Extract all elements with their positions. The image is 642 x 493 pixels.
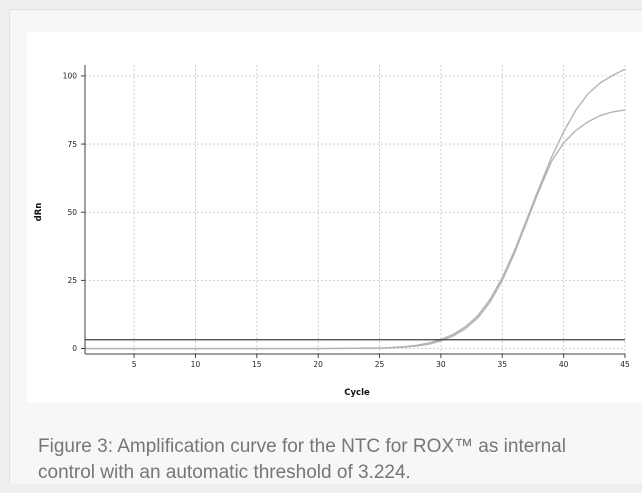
tick-labels: 5 10 15 20 25 30 35 40 45 0 25 50 75 100 xyxy=(63,72,630,369)
x-tick-label: 10 xyxy=(191,360,201,369)
axes xyxy=(81,65,626,358)
grid xyxy=(85,65,626,354)
y-tick-label: 25 xyxy=(67,276,77,285)
x-tick-label: 30 xyxy=(436,360,446,369)
amplification-curve-1 xyxy=(85,68,626,350)
amplification-chart: 5 10 15 20 25 30 35 40 45 0 25 50 75 100 Cycle dRn xyxy=(34,65,630,398)
x-tick-label: 15 xyxy=(252,360,262,369)
y-tick-label: 50 xyxy=(67,208,77,217)
amplification-curve-2 xyxy=(85,109,626,350)
x-tick-label: 25 xyxy=(375,360,385,369)
x-tick-label: 5 xyxy=(132,360,137,369)
y-tick-label: 100 xyxy=(63,72,78,81)
y-axis-title: dRn xyxy=(34,203,44,222)
x-tick-label: 40 xyxy=(559,360,569,369)
x-tick-label: 20 xyxy=(313,360,323,369)
x-tick-label: 45 xyxy=(620,360,630,369)
y-tick-label: 75 xyxy=(67,140,77,149)
amplification-curves xyxy=(85,68,626,350)
chart-panel: 5 10 15 20 25 30 35 40 45 0 25 50 75 100 Cycle dRn xyxy=(27,32,642,402)
x-axis-title: Cycle xyxy=(344,388,370,398)
figure-caption: Figure 3: Amplification curve for the NT… xyxy=(38,436,566,483)
figure-frame: 5 10 15 20 25 30 35 40 45 0 25 50 75 100 Cycle dRn Fi… xyxy=(9,9,642,484)
x-tick-label: 35 xyxy=(497,360,507,369)
y-tick-label: 0 xyxy=(72,344,77,353)
